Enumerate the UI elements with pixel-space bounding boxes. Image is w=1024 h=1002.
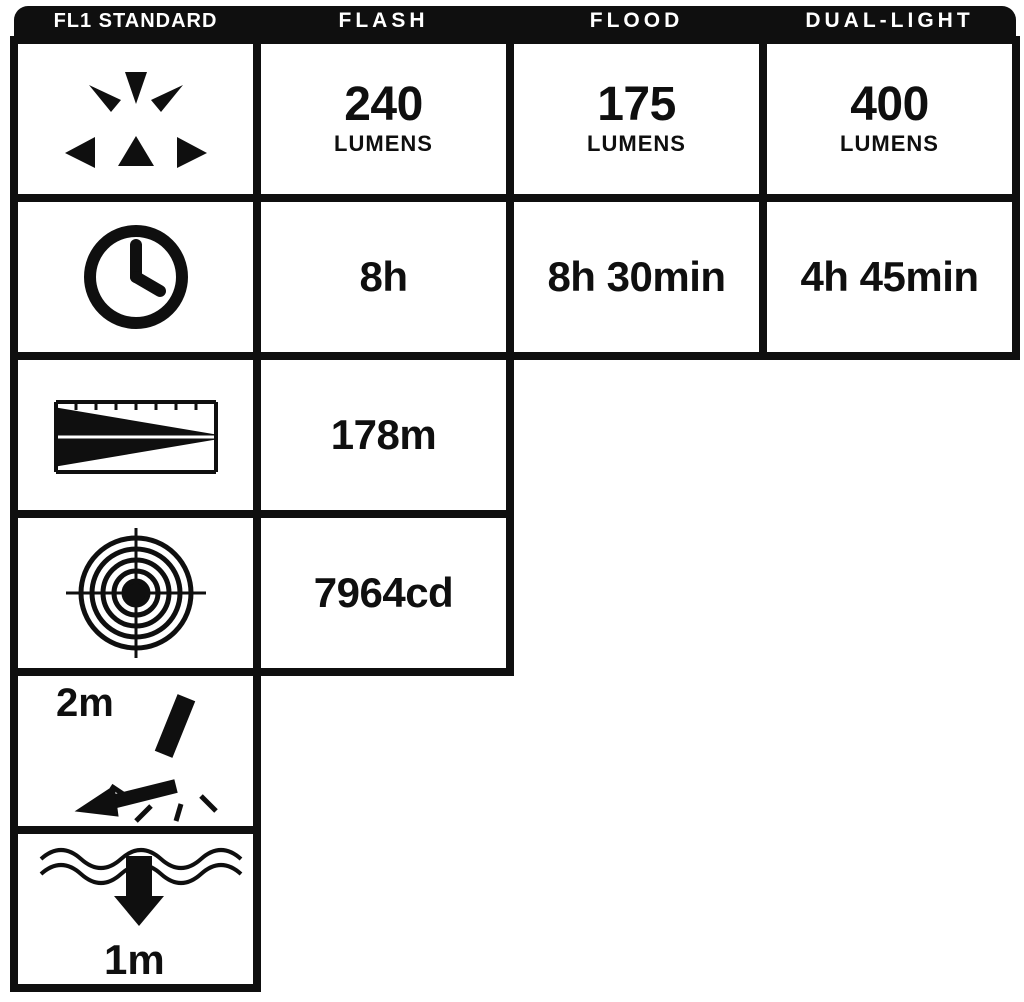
- runtime-flood: 8h 30min: [510, 198, 763, 356]
- fl1-spec-table: FL1 STANDARD FLASH FLOOD DUAL-LIGHT: [10, 6, 1020, 992]
- peak-intensity-icon: [14, 514, 257, 672]
- row-beam-distance: 178m: [14, 356, 1016, 514]
- beam-distance-value-cell: 178m: [257, 356, 510, 514]
- impact-label: 2m: [56, 681, 114, 725]
- row-water-resistance: 1m: [14, 830, 1016, 988]
- impact-resistance-icon: 2m: [14, 672, 257, 830]
- lumens-dual: 400 LUMENS: [763, 40, 1016, 198]
- row-runtime: 8h 8h 30min 4h 45min: [14, 198, 1016, 356]
- peak-intensity-value: 7964cd: [261, 571, 506, 615]
- runtime-dual: 4h 45min: [763, 198, 1016, 356]
- runtime-flash: 8h: [257, 198, 510, 356]
- runtime-icon: [14, 198, 257, 356]
- light-output-icon: [14, 40, 257, 198]
- header-flood: FLOOD: [510, 6, 763, 40]
- lumens-flood: 175 LUMENS: [510, 40, 763, 198]
- lumens-dual-unit: LUMENS: [840, 131, 939, 157]
- header-row: FL1 STANDARD FLASH FLOOD DUAL-LIGHT: [14, 6, 1016, 40]
- lumens-flash-value: 240: [344, 81, 423, 129]
- row-light-output: 240 LUMENS 175 LUMENS 400 LUMENS: [14, 40, 1016, 198]
- lumens-flash-unit: LUMENS: [334, 131, 433, 157]
- header-dual: DUAL-LIGHT: [763, 6, 1016, 40]
- peak-intensity-value-cell: 7964cd: [257, 514, 510, 672]
- row-impact-resistance: 2m: [14, 672, 1016, 830]
- beam-distance-value: 178m: [261, 413, 506, 457]
- header-fl1: FL1 STANDARD: [14, 6, 257, 40]
- lumens-flood-value: 175: [597, 81, 676, 129]
- row-peak-intensity: 7964cd: [14, 514, 1016, 672]
- lumens-flood-unit: LUMENS: [587, 131, 686, 157]
- header-flash: FLASH: [257, 6, 510, 40]
- water-resistance-icon: 1m: [14, 830, 257, 988]
- lumens-dual-value: 400: [850, 81, 929, 129]
- lumens-flash: 240 LUMENS: [257, 40, 510, 198]
- water-label: 1m: [104, 936, 165, 983]
- beam-distance-icon: [14, 356, 257, 514]
